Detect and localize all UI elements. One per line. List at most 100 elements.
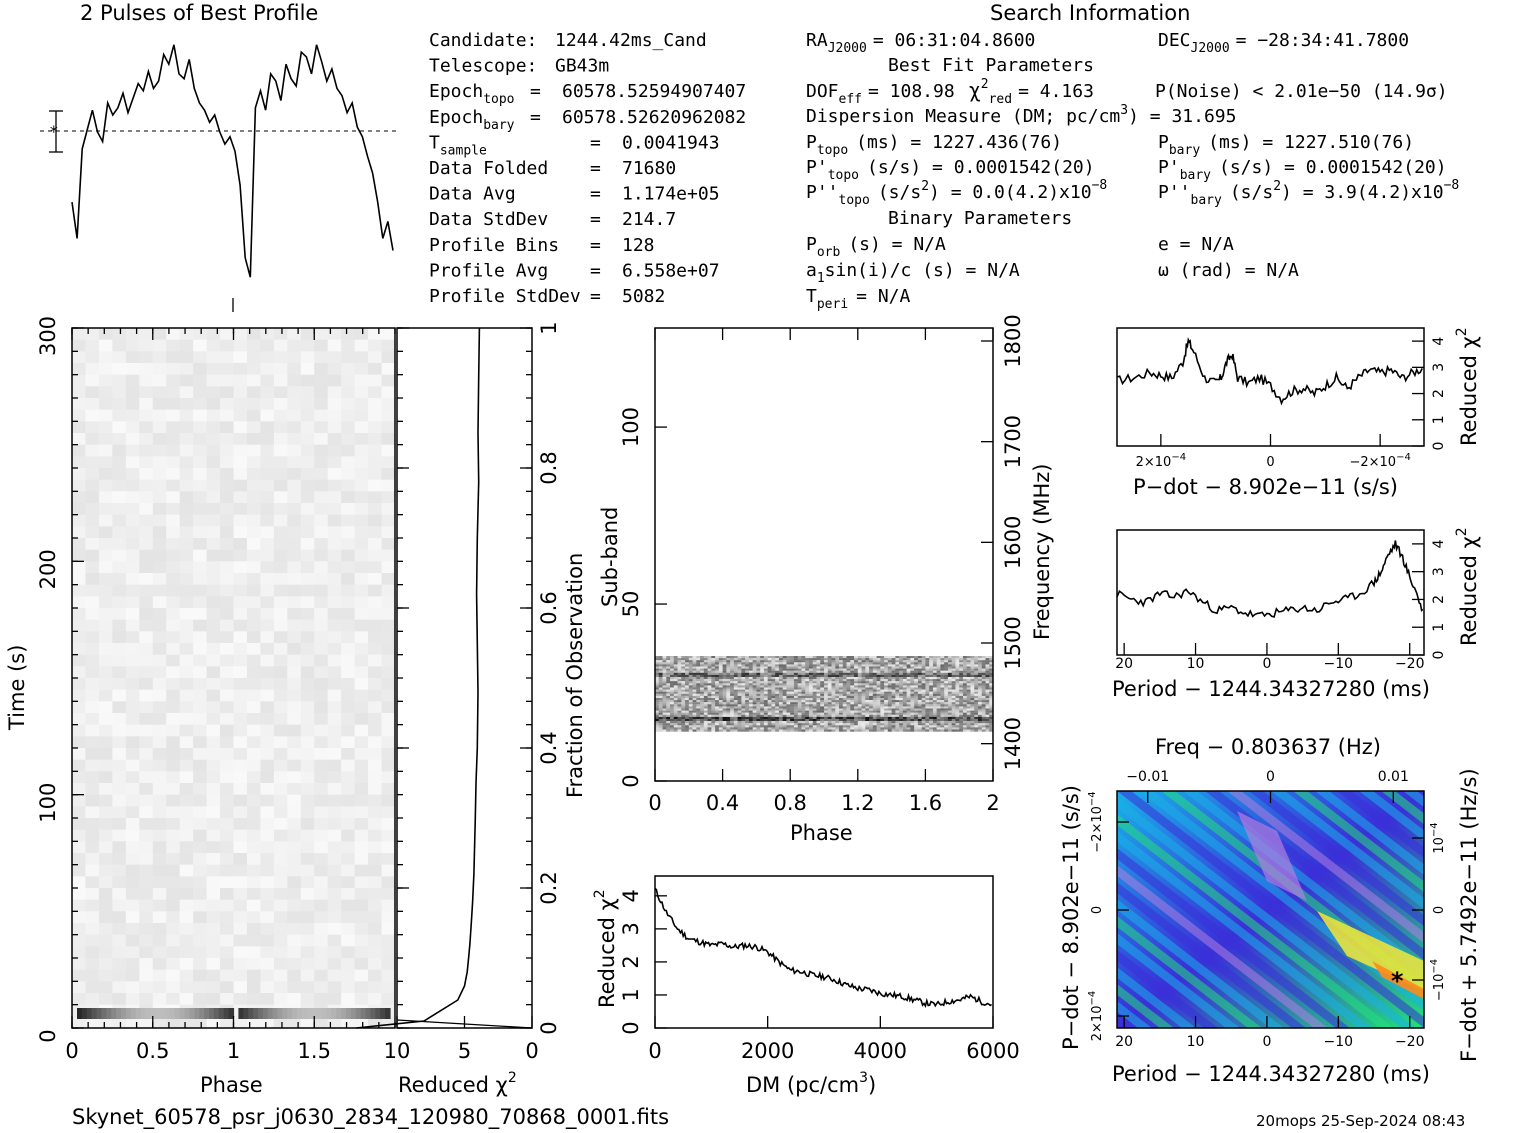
subband-cell <box>891 706 896 709</box>
subband-cell <box>891 658 896 661</box>
subband-cell <box>786 662 791 665</box>
strip-cell <box>375 1008 381 1019</box>
subband-cell <box>737 719 742 722</box>
subband-cell <box>658 677 663 680</box>
heatmap-cell <box>193 724 208 737</box>
heatmap-cell <box>72 993 86 1006</box>
heatmap-cell <box>354 526 369 539</box>
heatmap-cell <box>260 538 275 551</box>
subband-cell <box>970 672 975 675</box>
heatmap-cell <box>220 678 234 691</box>
subband-cell <box>944 691 949 694</box>
subband-cell <box>835 693 840 696</box>
heatmap-cell <box>85 818 100 831</box>
subband-cell <box>884 674 889 678</box>
subband-cell <box>655 672 660 675</box>
subband-cell <box>760 658 765 661</box>
heatmap-cell <box>179 479 194 492</box>
subband-cell <box>778 656 784 659</box>
subband-cell <box>929 660 934 663</box>
subband-cell <box>876 662 881 665</box>
heatmap-cell <box>300 538 315 551</box>
subband-cell <box>673 691 678 694</box>
heatmap-cell <box>139 573 154 586</box>
subband-cell <box>854 672 859 675</box>
subband-cell <box>917 714 923 717</box>
heatmap-cell <box>98 748 113 761</box>
subband-cell <box>692 677 697 680</box>
heatmap-cell <box>327 328 342 341</box>
subband-cell <box>974 712 979 715</box>
subband-cell <box>658 714 663 717</box>
subband-cell <box>906 695 911 699</box>
subband-cell <box>914 714 919 717</box>
heatmap-cell <box>98 689 113 702</box>
subband-cell <box>677 693 682 696</box>
heatmap-cell <box>125 643 140 656</box>
strip-cell <box>316 1008 323 1019</box>
heatmap-cell <box>327 981 342 994</box>
subband-cell <box>854 662 859 665</box>
subband-cell <box>925 687 930 690</box>
subband-cell <box>677 679 682 682</box>
subband-cell <box>959 658 964 661</box>
heatmap-cell <box>381 608 396 621</box>
heatmap-cell <box>314 386 329 399</box>
subband-cell <box>962 700 968 703</box>
subband-cell <box>745 708 750 711</box>
subband-cell <box>797 721 802 724</box>
heatmap-cell <box>206 759 221 772</box>
subband-cell <box>880 668 885 671</box>
subband-cell <box>775 687 780 690</box>
subband-cell <box>917 685 923 688</box>
subband-cell <box>662 716 667 720</box>
subband-cell <box>865 681 870 684</box>
subband-cell <box>842 685 847 688</box>
strip-cell <box>223 1008 230 1019</box>
subband-cell <box>793 721 799 724</box>
subband-cell <box>748 719 754 722</box>
heatmap-cell <box>112 643 127 656</box>
heatmap-cell <box>179 853 194 866</box>
subband-cell <box>670 660 675 663</box>
subband-cell <box>929 714 934 717</box>
subband-cell <box>846 714 851 717</box>
subband-cell <box>865 674 870 678</box>
subband-cell <box>666 679 671 682</box>
subband-cell <box>793 683 799 686</box>
heatmap-cell <box>341 689 356 702</box>
subband-cell <box>681 691 686 694</box>
heatmap-cell <box>193 339 208 352</box>
subband-cell <box>869 723 874 726</box>
subband-cell <box>666 721 671 724</box>
heatmap-cell <box>354 736 369 749</box>
heatmap-cell <box>314 538 329 551</box>
subband-cell <box>831 725 836 728</box>
subband-cell <box>778 689 784 692</box>
subband-cell <box>737 706 742 709</box>
subband-cell <box>748 664 754 667</box>
heatmap-cell <box>179 701 194 714</box>
subband-cell <box>831 704 836 707</box>
heatmap-cell <box>246 934 261 947</box>
heatmap-cell <box>72 666 86 679</box>
heatmap-cell <box>300 456 315 469</box>
subband-cell <box>812 656 817 659</box>
heatmap-cell <box>233 433 248 446</box>
heatmap-cell <box>85 363 100 376</box>
subband-cell <box>936 695 941 699</box>
subband-cell <box>666 674 671 678</box>
heatmap-cell <box>85 444 100 457</box>
subband-cell <box>880 689 885 692</box>
heatmap-cell <box>206 829 221 842</box>
heatmap-cell <box>193 561 208 574</box>
subband-cell <box>782 687 787 690</box>
subband-cell <box>685 672 690 675</box>
heatmap-cell <box>220 888 234 901</box>
subband-cell <box>700 656 705 659</box>
subband-cell <box>981 727 986 730</box>
subband-cell <box>782 700 787 703</box>
heatmap-cell <box>220 969 234 982</box>
subband-cell <box>872 712 877 715</box>
subband-cell <box>974 666 979 669</box>
